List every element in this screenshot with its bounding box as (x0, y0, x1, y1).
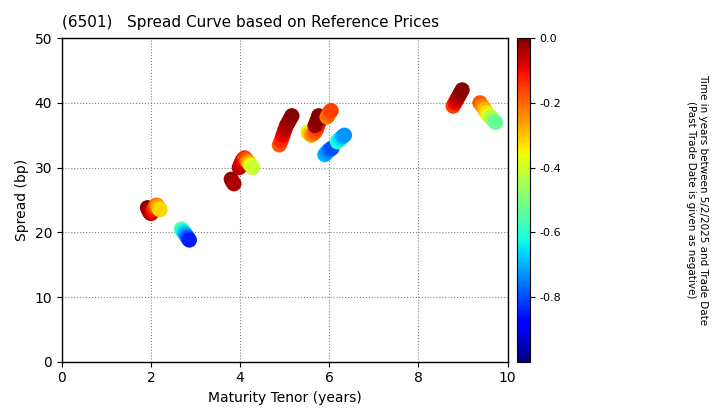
Point (325, 146, 336, 153)
Point (315, 116, 326, 122)
Point (323, 111, 334, 118)
Text: (6501)   Spread Curve based on Reference Prices: (6501) Spread Curve based on Reference P… (62, 15, 439, 30)
Point (447, 103, 459, 110)
Point (321, 114, 333, 121)
Point (225, 176, 237, 183)
Point (286, 113, 297, 119)
Point (143, 206, 154, 213)
Point (485, 114, 497, 121)
Point (149, 204, 161, 211)
Point (479, 106, 490, 113)
Point (236, 158, 248, 165)
Point (227, 178, 238, 185)
Point (153, 205, 165, 212)
Point (279, 127, 290, 134)
Point (154, 206, 166, 213)
Point (474, 100, 486, 106)
Point (319, 151, 330, 158)
Point (179, 231, 191, 238)
Point (311, 118, 323, 124)
Point (233, 164, 245, 171)
Point (239, 155, 251, 161)
Point (148, 206, 159, 213)
Point (281, 122, 292, 129)
Point (451, 96, 462, 103)
Point (244, 161, 256, 168)
Point (333, 136, 345, 143)
Point (276, 137, 287, 144)
Point (145, 210, 156, 216)
Point (483, 113, 495, 119)
Point (181, 233, 192, 239)
Point (247, 164, 258, 171)
Point (456, 87, 468, 93)
Point (307, 131, 319, 137)
Point (321, 149, 333, 156)
Point (338, 132, 350, 139)
Point (146, 209, 158, 215)
Point (453, 93, 464, 100)
Point (323, 147, 334, 154)
Point (228, 180, 240, 187)
Point (325, 107, 337, 114)
Point (477, 103, 488, 110)
Point (241, 158, 253, 165)
Point (238, 156, 249, 163)
Point (151, 202, 163, 209)
Point (311, 125, 323, 132)
Point (147, 207, 158, 214)
Point (302, 129, 314, 135)
Point (481, 109, 492, 116)
Point (313, 113, 325, 119)
Point (243, 159, 254, 166)
Point (143, 208, 155, 215)
Point (337, 133, 348, 140)
Point (274, 142, 285, 148)
Point (150, 203, 161, 210)
Point (449, 100, 461, 106)
Point (454, 90, 466, 97)
Point (310, 122, 321, 129)
Y-axis label: Time in years between 5/2/2025 and Trade Date
(Past Trade Date is given as negat: Time in years between 5/2/2025 and Trade… (686, 74, 708, 326)
Point (153, 204, 164, 210)
Point (313, 120, 325, 127)
Point (142, 204, 153, 211)
Point (490, 119, 501, 126)
Point (246, 162, 257, 169)
Point (182, 235, 194, 242)
Point (184, 237, 195, 244)
Point (240, 156, 252, 163)
Point (179, 229, 190, 236)
Point (326, 145, 338, 152)
Point (145, 210, 157, 217)
Point (284, 116, 296, 122)
Point (332, 138, 343, 145)
Point (150, 202, 162, 208)
Point (304, 131, 315, 137)
X-axis label: Maturity Tenor (years): Maturity Tenor (years) (208, 391, 361, 405)
Point (282, 119, 294, 126)
Point (335, 135, 346, 142)
Point (277, 132, 289, 139)
Point (487, 117, 499, 123)
Y-axis label: Spread (bp): Spread (bp) (15, 159, 29, 241)
Point (310, 129, 321, 135)
Point (177, 228, 189, 234)
Point (235, 161, 246, 168)
Point (324, 108, 336, 115)
Point (176, 226, 187, 232)
Point (306, 132, 318, 139)
